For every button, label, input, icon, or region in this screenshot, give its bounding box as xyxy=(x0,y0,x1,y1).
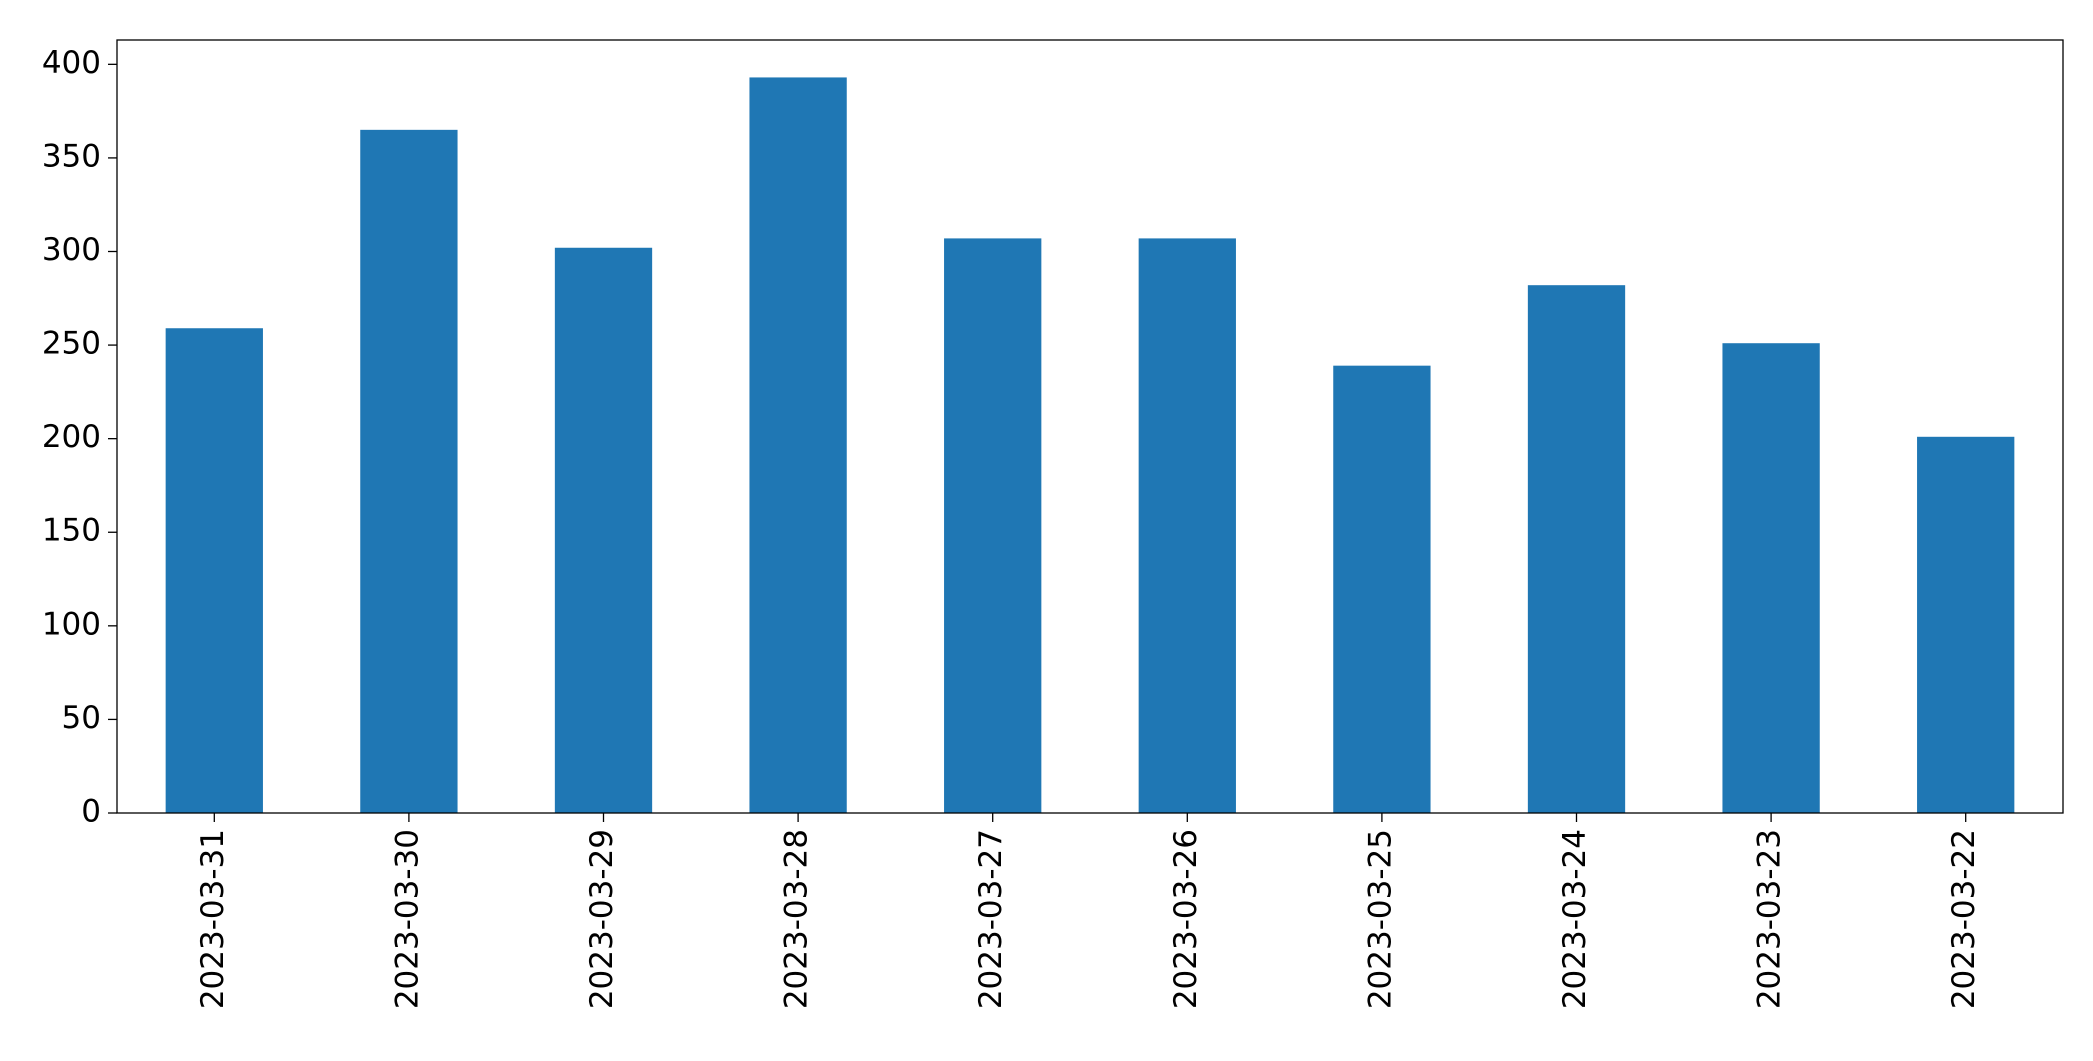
x-tick-label: 2023-03-28 xyxy=(779,829,815,1009)
x-tick-label: 2023-03-23 xyxy=(1752,829,1788,1009)
x-tick-label: 2023-03-29 xyxy=(584,829,620,1009)
x-tick-label: 2023-03-30 xyxy=(389,829,425,1009)
y-tick-label: 250 xyxy=(42,326,101,362)
y-tick-label: 400 xyxy=(42,45,101,81)
bar xyxy=(165,328,263,813)
y-tick-label: 300 xyxy=(42,232,101,268)
bar xyxy=(1722,343,1820,813)
y-tick-label: 0 xyxy=(81,794,101,830)
y-tick-label: 50 xyxy=(62,700,101,736)
x-tick-label: 2023-03-26 xyxy=(1168,829,1204,1009)
x-tick-label: 2023-03-27 xyxy=(973,829,1009,1009)
plot-frame xyxy=(116,39,2064,814)
y-tick-label: 100 xyxy=(42,606,101,642)
bar xyxy=(1138,238,1236,813)
bar xyxy=(749,77,847,813)
bar xyxy=(1917,436,2015,813)
y-tick-label: 350 xyxy=(42,138,101,174)
x-tick-label: 2023-03-31 xyxy=(195,829,231,1009)
bar xyxy=(1333,365,1431,813)
bar xyxy=(360,129,458,813)
y-tick-label: 150 xyxy=(42,513,101,549)
bar xyxy=(1527,285,1626,814)
x-tick-label: 2023-03-22 xyxy=(1946,829,1982,1009)
x-tick-label: 2023-03-24 xyxy=(1557,829,1593,1009)
y-tick-label: 200 xyxy=(42,419,101,455)
bar xyxy=(944,238,1042,813)
x-tick-label: 2023-03-25 xyxy=(1362,829,1398,1009)
bar xyxy=(554,247,653,814)
